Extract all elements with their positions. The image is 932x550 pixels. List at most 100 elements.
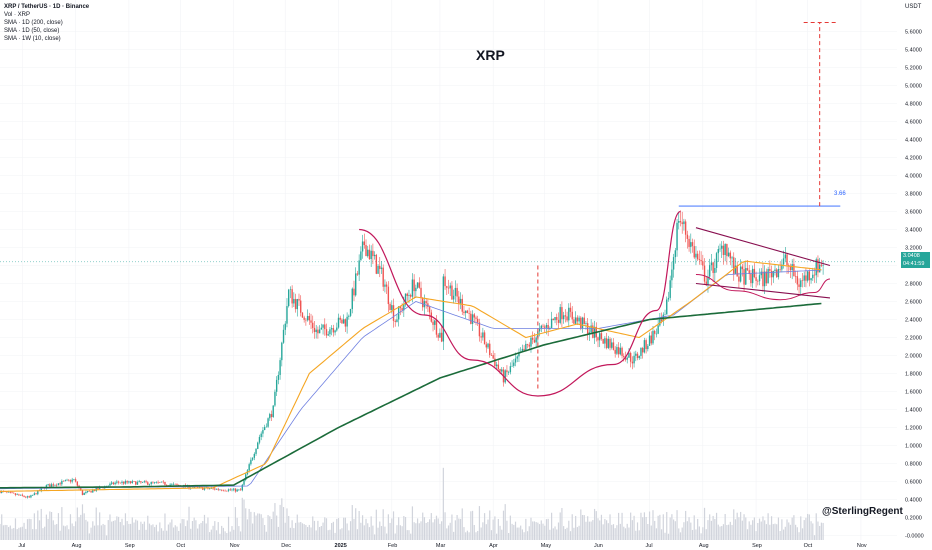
- candle-body: [282, 329, 285, 343]
- candle-body: [770, 270, 773, 278]
- volume-bar: [154, 527, 156, 540]
- legend-symbol[interactable]: XRP / TetherUS · 1D · Binance: [4, 4, 90, 10]
- candle-body: [471, 314, 474, 324]
- volume-bar: [671, 514, 673, 540]
- volume-bar: [229, 531, 231, 540]
- volume-bar: [32, 529, 34, 540]
- volume-bar: [561, 508, 563, 540]
- volume-bar: [679, 532, 682, 540]
- candle-body: [466, 310, 469, 314]
- candle-body: [109, 483, 111, 486]
- candle-body: [375, 254, 378, 274]
- volume-bar: [551, 512, 553, 540]
- volume-bar: [471, 510, 474, 540]
- candle-body: [717, 249, 719, 254]
- candle-body: [726, 244, 728, 257]
- candle-body: [459, 298, 462, 304]
- volume-bar: [343, 517, 345, 540]
- candle-body: [71, 479, 73, 482]
- target-level-label: 3.66: [834, 191, 846, 197]
- candle-body: [385, 284, 388, 287]
- candle-body: [35, 493, 37, 495]
- candle-body: [741, 266, 744, 270]
- candle-body: [437, 334, 439, 338]
- candle-body: [609, 338, 611, 348]
- candle-body: [245, 474, 247, 480]
- candle-body: [470, 313, 472, 324]
- volume-bar: [346, 523, 348, 540]
- candle-body: [760, 271, 762, 276]
- candle-body: [217, 488, 219, 490]
- candle-body: [526, 343, 529, 345]
- y-tick-label: 1.8000: [905, 372, 922, 378]
- volume-bar: [516, 527, 518, 540]
- volume-bar: [478, 506, 481, 540]
- candle-body: [688, 238, 690, 247]
- volume-bar: [624, 528, 627, 540]
- candle-body: [47, 484, 49, 486]
- candle-body: [542, 325, 544, 327]
- volume-bar: [465, 532, 467, 540]
- y-tick-label: 2.8000: [905, 282, 922, 288]
- candle-body: [427, 303, 429, 307]
- candle-body: [267, 418, 269, 427]
- volume-bar: [678, 528, 680, 540]
- candle-body: [547, 325, 549, 330]
- volume-bar: [494, 516, 496, 540]
- candle-body: [447, 287, 450, 289]
- y-tick-label: 1.0000: [905, 444, 922, 450]
- volume-bar: [47, 518, 49, 540]
- candle-body: [272, 405, 274, 418]
- candle-body: [535, 337, 537, 343]
- volume-bar: [772, 524, 774, 540]
- candle-body: [482, 332, 484, 338]
- volume-bar: [281, 498, 283, 540]
- candle-body: [116, 481, 118, 483]
- legend-sma-200[interactable]: SMA · 1D (200, close): [4, 20, 63, 26]
- candle-body: [521, 348, 524, 353]
- volume-bar: [87, 521, 89, 540]
- candle-body: [497, 364, 500, 370]
- candle-body: [315, 329, 317, 333]
- volume-bar: [420, 521, 422, 540]
- volume-bar: [83, 513, 85, 540]
- volume-bar: [157, 531, 159, 540]
- candle-body: [147, 482, 149, 485]
- candle-body: [495, 364, 498, 367]
- volume-bar: [557, 522, 560, 540]
- volume-bar: [779, 531, 781, 540]
- volume-bar: [374, 534, 376, 540]
- volume-bar: [743, 514, 745, 540]
- candle-body: [468, 313, 470, 314]
- volume-bar: [410, 533, 412, 540]
- volume-bar: [609, 514, 611, 540]
- candle-body: [263, 427, 266, 431]
- current-price-tag: 3.0408 04:41:59: [901, 252, 930, 268]
- candle-body: [815, 259, 817, 276]
- candle-body: [654, 330, 656, 334]
- volume-bar: [571, 514, 573, 540]
- volume-bar: [691, 529, 694, 540]
- candle-body: [365, 245, 367, 257]
- volume-bar: [52, 520, 54, 540]
- volume-bar: [85, 519, 87, 540]
- legend-volume[interactable]: Vol · XRP: [4, 12, 31, 18]
- volume-bar: [348, 530, 350, 540]
- volume-bar: [16, 529, 18, 540]
- volume-bar: [812, 523, 814, 540]
- volume-bar: [147, 515, 149, 540]
- candle-body: [473, 314, 475, 318]
- volume-bar: [25, 528, 27, 540]
- legend-sma-50[interactable]: SMA · 1D (50, close): [4, 28, 60, 34]
- volume-bar: [425, 522, 427, 540]
- candle-body: [810, 278, 812, 281]
- volume-bar: [645, 516, 647, 540]
- volume-bar: [578, 525, 580, 540]
- volume-bar: [612, 524, 615, 540]
- legend-sma-1w[interactable]: SMA · 1W (10, close): [4, 36, 61, 42]
- candle-body: [793, 264, 795, 277]
- volume-bar: [171, 519, 173, 540]
- candle-body: [428, 306, 431, 313]
- volume-bar: [222, 527, 224, 540]
